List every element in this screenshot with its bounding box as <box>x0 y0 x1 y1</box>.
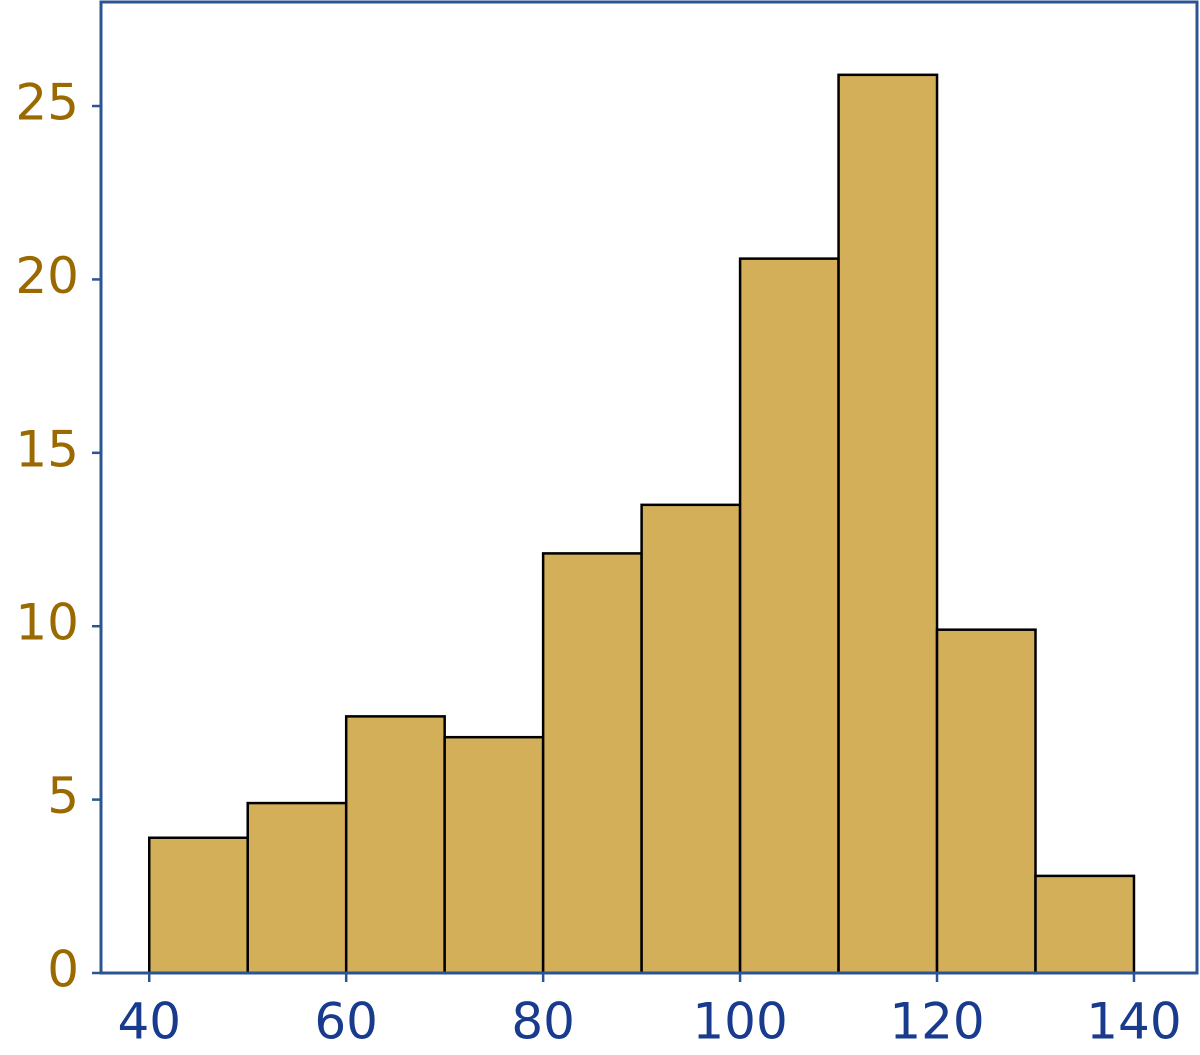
x-tick-label: 80 <box>511 993 575 1051</box>
x-tick-label: 60 <box>314 993 378 1051</box>
bar <box>738 257 840 975</box>
bar <box>344 715 446 975</box>
y-tick-label: 10 <box>15 594 79 652</box>
bar <box>935 628 1037 975</box>
y-tick-label: 5 <box>47 767 79 825</box>
bar <box>1034 874 1136 975</box>
bar <box>541 552 643 975</box>
y-tick-label: 25 <box>15 74 79 132</box>
bar <box>148 836 249 975</box>
y-tick-label: 15 <box>15 420 79 478</box>
bar <box>443 735 545 975</box>
x-tick-label: 100 <box>692 993 787 1051</box>
bar <box>640 503 742 975</box>
x-tick-label: 140 <box>1086 993 1181 1051</box>
bar <box>246 801 348 975</box>
plot-frame <box>99 0 1199 975</box>
x-tick-label: 40 <box>117 993 181 1051</box>
y-tick-label: 0 <box>47 941 79 999</box>
bar <box>837 73 939 975</box>
y-tick-label: 20 <box>15 247 79 305</box>
x-tick-label: 120 <box>889 993 984 1051</box>
